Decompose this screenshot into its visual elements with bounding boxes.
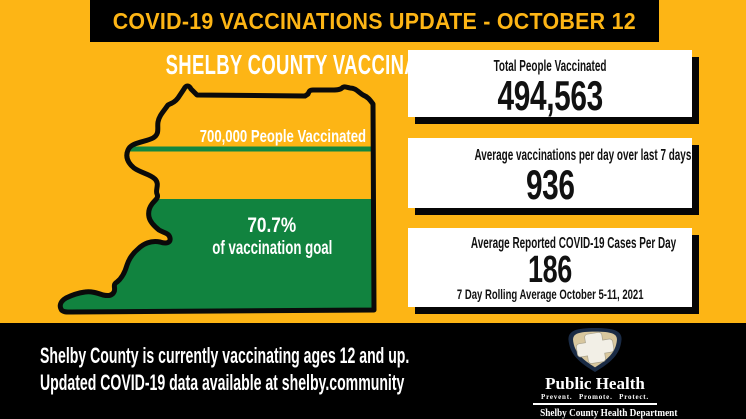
stat-value: 936 xyxy=(525,161,575,208)
county-map-shape xyxy=(57,83,377,315)
goal-line-label: 700,000 People Vaccinated xyxy=(199,126,367,146)
percent-label: 70.7% of vaccination goal xyxy=(172,214,372,260)
public-health-logo: Public Health Prevent. Promote. Protect.… xyxy=(527,326,678,419)
county-outline xyxy=(57,83,377,315)
map-goal-line xyxy=(60,146,375,152)
banner-title: COVID-19 VACCINATIONS UPDATE - OCTOBER 1… xyxy=(112,7,637,34)
stat-value: 494,563 xyxy=(497,72,603,119)
percent-caption: of vaccination goal xyxy=(211,237,333,259)
footer-bar: Shelby County is currently vaccinating a… xyxy=(0,323,746,419)
top-banner: COVID-19 VACCINATIONS UPDATE - OCTOBER 1… xyxy=(90,0,659,42)
stat-card-avg-vaccinations: Average vaccinations per day over last 7… xyxy=(408,138,692,208)
footer-line-2: Updated COVID-19 data available at shelb… xyxy=(40,370,405,395)
logo-name: Public Health xyxy=(545,374,645,393)
stat-label: Average vaccinations per day over last 7… xyxy=(474,147,692,164)
shield-cross-icon xyxy=(568,328,622,372)
logo-motto: Prevent. Promote. Protect. xyxy=(541,393,649,401)
stat-card-avg-cases: Average Reported COVID-19 Cases Per Day … xyxy=(408,228,692,307)
stat-label: Total People Vaccinated xyxy=(493,58,607,75)
logo-department: Shelby County Health Department xyxy=(540,406,678,419)
stat-label: Average Reported COVID-19 Cases Per Day xyxy=(470,235,677,252)
stat-value: 186 xyxy=(528,249,572,291)
county-map: 700,000 People Vaccinated 70.7% of vacci… xyxy=(0,0,420,330)
percent-value: 70.7% xyxy=(247,214,297,237)
stats-column: Total People Vaccinated 494,563 Average … xyxy=(408,50,692,307)
footer-line-1: Shelby County is currently vaccinating a… xyxy=(40,343,410,368)
logo-divider xyxy=(533,403,657,405)
footer-message: Shelby County is currently vaccinating a… xyxy=(40,342,617,396)
stat-subtext: 7 Day Rolling Average October 5-11, 2021 xyxy=(456,286,644,302)
stat-card-total-vaccinated: Total People Vaccinated 494,563 xyxy=(408,50,692,117)
